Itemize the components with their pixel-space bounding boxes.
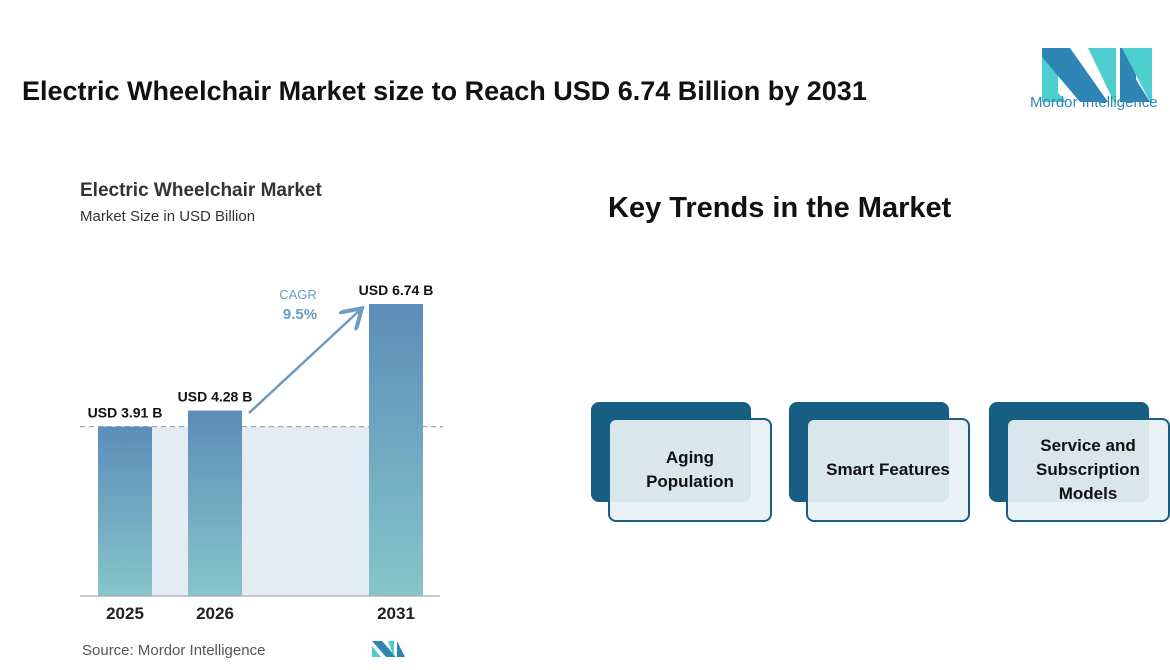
page-title: Electric Wheelchair Market size to Reach…	[22, 76, 867, 106]
chart-title: Electric Wheelchair Market	[80, 180, 322, 201]
mordor-logo	[1042, 48, 1152, 102]
source-text: Source: Mordor Intelligence	[82, 642, 266, 659]
bar-2031	[369, 304, 423, 596]
data-label-2025: USD 3.91 B	[88, 405, 163, 421]
trend-card: Service and Subscription Models	[989, 402, 1170, 522]
trend-card: Aging Population	[591, 402, 772, 522]
data-label-2026: USD 4.28 B	[178, 389, 253, 405]
bar-2025	[98, 426, 152, 596]
x-tick-2031: 2031	[377, 604, 415, 623]
trend-card: Smart Features	[789, 402, 970, 522]
cagr-value: 9.5%	[283, 306, 317, 323]
x-tick-2025: 2025	[106, 604, 144, 623]
cagr-arrow	[248, 310, 360, 414]
trend-label: Aging Population	[608, 418, 772, 522]
trends-title: Key Trends in the Market	[608, 192, 952, 224]
logo-text: Mordor Intelligence	[1030, 94, 1158, 111]
trend-label: Service and Subscription Models	[1006, 418, 1170, 522]
chart-subtitle: Market Size in USD Billion	[80, 208, 256, 225]
bar-2026	[188, 410, 242, 596]
cagr-label: CAGR	[279, 287, 317, 302]
x-tick-2026: 2026	[196, 604, 234, 623]
data-label-2031: USD 6.74 B	[359, 282, 434, 298]
trend-label: Smart Features	[806, 418, 970, 522]
bar-chart: USD 3.91 B 2025 USD 4.28 B 2026 USD 6.74 B 20…	[80, 282, 443, 623]
mordor-small-logo	[372, 641, 405, 657]
